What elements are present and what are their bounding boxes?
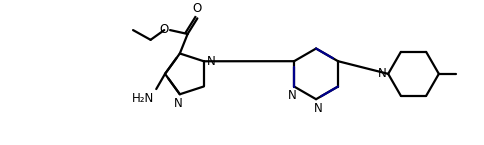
Text: N: N (207, 55, 215, 68)
Text: N: N (288, 89, 297, 103)
Text: N: N (378, 67, 386, 80)
Text: H₂N: H₂N (132, 92, 154, 105)
Text: N: N (314, 102, 322, 115)
Text: O: O (160, 23, 169, 36)
Text: N: N (173, 97, 182, 110)
Text: O: O (193, 2, 202, 16)
